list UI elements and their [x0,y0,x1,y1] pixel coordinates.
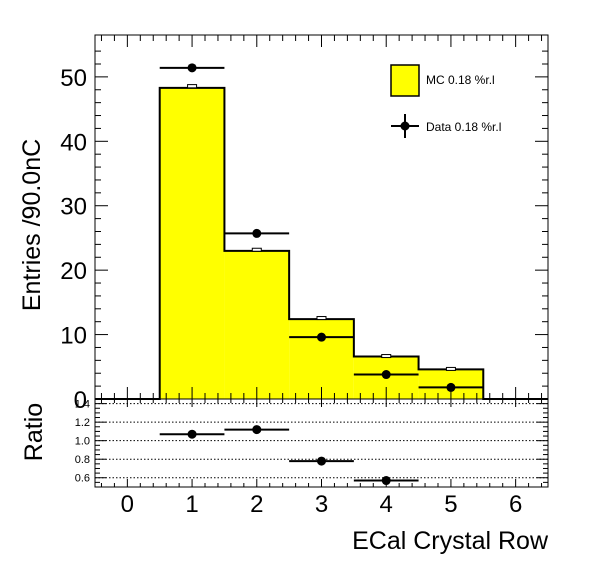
main-y-axis-title: Entries /90.0nC [18,139,46,311]
x-tick-label: 1 [185,491,198,518]
ratio-panel: 0.6 0.8 1.0 1.2 1.4 0 1 2 3 4 5 6 Ratio ECal Cryst… [20,35,549,555]
mc-error-box [187,84,198,89]
y-tick-label: 20 [60,258,87,285]
legend-data-label: Data 0.18 %r.l [426,120,501,134]
x-tick-label: 6 [509,491,522,518]
mc-error-box [251,247,262,252]
x-tick-label: 5 [444,491,457,518]
mc-error-boxes [187,84,456,371]
mc-error-box [445,366,456,371]
ratio-y-tick-label: 0.6 [75,473,90,485]
mc-error-box [381,354,392,359]
ratio-y-axis: 0.6 0.8 1.0 1.2 1.4 [75,399,548,485]
mc-bar [289,319,354,399]
x-tick-label: 3 [315,491,328,518]
ratio-y-tick-label: 0.8 [75,454,90,466]
y-tick-label: 0 [74,387,87,414]
x-tick-label: 4 [380,491,393,518]
ratio-markers [159,425,419,486]
ratio-y-tick-label: 1.2 [75,417,90,429]
ratio-frame [94,398,549,488]
main-panel: 0 10 20 30 40 50 Entries /90.0nC MC 0.18 %r.l… [18,34,549,414]
y-tick-label: 50 [60,65,87,92]
mc-histogram [95,86,548,400]
ratio-point [317,456,326,466]
mc-error-box [316,316,327,321]
data-point [317,332,326,342]
legend-mc-label: MC 0.18 %r.l [426,73,495,87]
data-point [187,63,197,73]
x-axis: 0 1 2 3 4 5 6 [100,35,543,518]
ratio-point [252,425,262,435]
ratio-y-axis-title: Ratio [20,403,48,461]
x-axis-title: ECal Crystal Row [352,527,549,555]
legend-mc-swatch [390,64,420,97]
ratio-y-tick-label: 1.4 [75,399,90,411]
ratio-point [381,476,391,486]
main-y-axis: 0 10 20 30 40 50 [60,50,548,414]
ratio-y-tick-label: 1.0 [75,436,90,448]
x-tick-label: 0 [121,491,134,518]
legend: MC 0.18 %r.l Data 0.18 %r.l [390,64,501,138]
y-tick-label: 30 [60,194,87,221]
mc-bar [224,250,290,399]
data-markers [159,63,484,392]
ratio-point [187,429,197,439]
data-point [381,370,391,380]
data-point [252,228,262,238]
y-tick-label: 10 [60,323,87,350]
mc-bar [159,87,225,400]
y-tick-label: 40 [60,129,87,156]
x-tick-label: 2 [250,491,263,518]
legend-data-marker [391,114,419,138]
ratio-grid [95,403,548,479]
